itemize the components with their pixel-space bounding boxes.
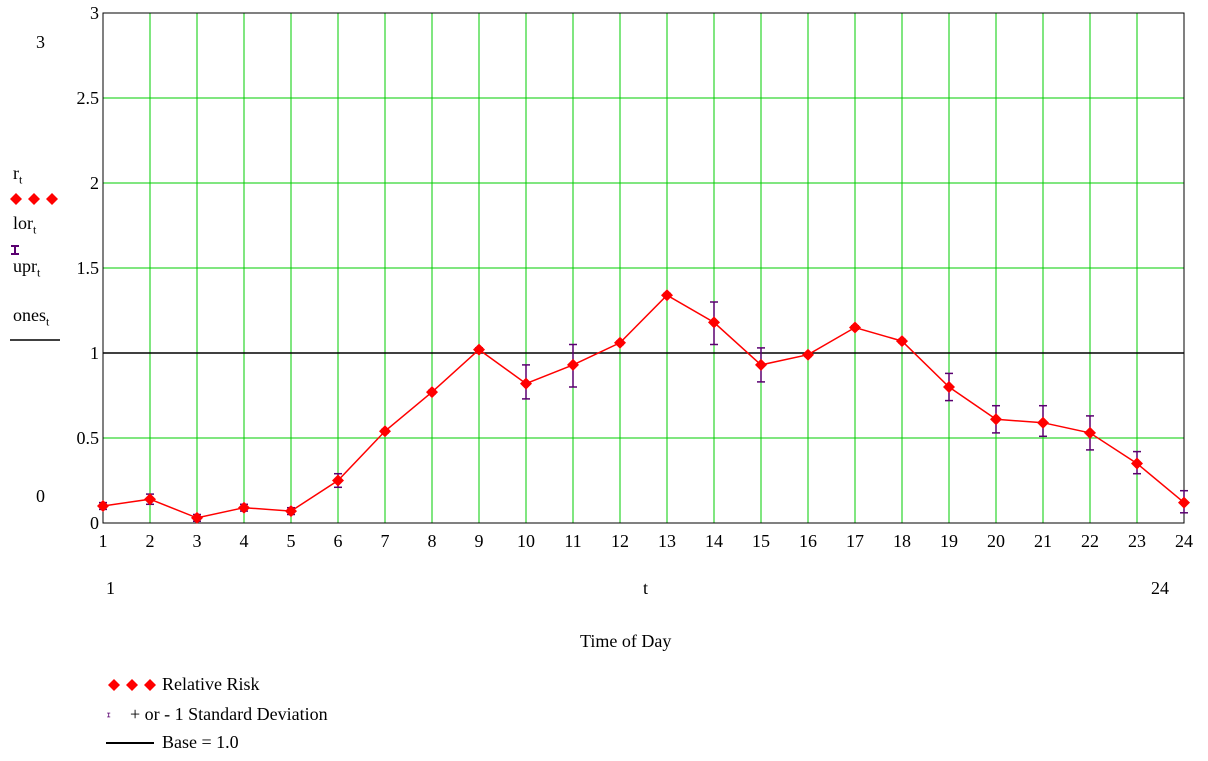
legend-item-std-dev: + or - 1 Standard Deviation (106, 704, 328, 725)
y-legend-line-icon (10, 339, 60, 341)
relative-risk-point (97, 500, 109, 512)
relative-risk-point (1037, 416, 1049, 429)
relative-risk-point (661, 289, 673, 302)
y-tick-label: 0 (90, 513, 99, 533)
y-tick-label: 1.5 (77, 258, 100, 278)
x-axis-title: Time of Day (580, 631, 672, 651)
legend-line-icon (106, 741, 154, 744)
y-var-label-lor: lort (13, 213, 36, 238)
relative-risk-point (1131, 457, 1143, 470)
relative-risk-point (708, 316, 720, 329)
x-tick-label: 3 (193, 531, 202, 551)
relative-risk-point (755, 358, 767, 371)
relative-risk-point (473, 343, 485, 356)
relative-risk-point (1084, 426, 1096, 439)
x-tick-label: 11 (564, 531, 581, 551)
legend-label-relative-risk: Relative Risk (162, 674, 260, 694)
x-tick-label: 6 (334, 531, 343, 551)
legend-diamond-icon (108, 678, 156, 691)
relative-risk-point (943, 381, 955, 393)
relative-risk-point (896, 335, 908, 348)
relative-risk-point (426, 386, 438, 399)
y-tick-label: 2 (90, 173, 99, 193)
x-tick-label: 18 (893, 531, 911, 551)
x-tick-label: 17 (846, 531, 864, 551)
relative-risk-point (802, 348, 814, 361)
x-tick-label: 24 (1175, 531, 1193, 551)
y-tick-label: 1 (90, 343, 99, 363)
x-tick-label: 14 (705, 531, 723, 551)
y-var-ones-sub: t (46, 314, 50, 329)
relative-risk-point (238, 501, 250, 514)
x-tick-label: 7 (381, 531, 390, 551)
relative-risk-point (567, 358, 579, 371)
legend-item-base: Base = 1.0 (106, 732, 239, 753)
legend-label-base: Base = 1.0 (162, 732, 239, 752)
x-tick-label: 13 (658, 531, 676, 551)
y-var-upr-sub: t (37, 265, 41, 280)
y-var-label-r: rt (13, 163, 22, 188)
y-var-upr-base: upr (13, 256, 37, 276)
relative-risk-point (191, 511, 203, 524)
x-tick-label: 20 (987, 531, 1005, 551)
legend-item-relative-risk: Relative Risk (106, 674, 260, 695)
y-tick-label: 0.5 (77, 428, 100, 448)
relative-risk-line (102, 294, 1185, 519)
x-tick-label: 21 (1034, 531, 1052, 551)
y-range-min-label: 0 (36, 486, 45, 506)
x-tick-label: 23 (1128, 531, 1146, 551)
legend-error-bar-icon (107, 712, 111, 717)
relative-risk-point (990, 413, 1002, 426)
relative-risk-point (379, 425, 391, 438)
x-tick-label: 2 (146, 531, 155, 551)
x-tick-label: 1 (99, 531, 108, 551)
x-tick-label: 19 (940, 531, 958, 551)
y-legend-diamond-icon (10, 193, 58, 205)
relative-risk-point (144, 493, 156, 506)
x-tick-label: 4 (240, 531, 249, 551)
relative-risk-point (1178, 496, 1190, 509)
x-tick-label: 16 (799, 531, 817, 551)
x-tick-label: 12 (611, 531, 629, 551)
y-tick-label: 2.5 (77, 88, 100, 108)
y-var-ones-base: ones (13, 305, 46, 325)
relative-risk-point (520, 377, 532, 390)
y-tick-label: 3 (90, 3, 99, 23)
y-range-max-label: 3 (36, 32, 45, 52)
x-tick-label: 15 (752, 531, 770, 551)
plot-frame (102, 12, 1185, 524)
x-tick-label: 22 (1081, 531, 1099, 551)
x-tick-label: 8 (428, 531, 437, 551)
relative-risk-point (285, 505, 297, 518)
y-legend-error-bar-icon (11, 245, 19, 255)
relative-risk-point (332, 474, 344, 487)
legend-label-std-dev: + or - 1 Standard Deviation (130, 704, 328, 724)
x-tick-label: 5 (287, 531, 296, 551)
x-var-label: t (643, 578, 649, 598)
y-var-r-sub: t (19, 172, 23, 187)
y-var-lor-base: lor (13, 213, 33, 233)
y-var-r-base: r (13, 163, 19, 183)
relative-risk-point (614, 336, 626, 349)
y-var-label-ones: onest (13, 305, 49, 330)
x-range-max-label: 24 (1151, 578, 1169, 598)
x-tick-label: 10 (517, 531, 535, 551)
y-var-label-upr: uprt (13, 256, 40, 281)
relative-risk-point (849, 321, 861, 334)
x-tick-label: 9 (475, 531, 484, 551)
x-range-min-label: 1 (106, 578, 115, 598)
y-var-lor-sub: t (33, 222, 37, 237)
